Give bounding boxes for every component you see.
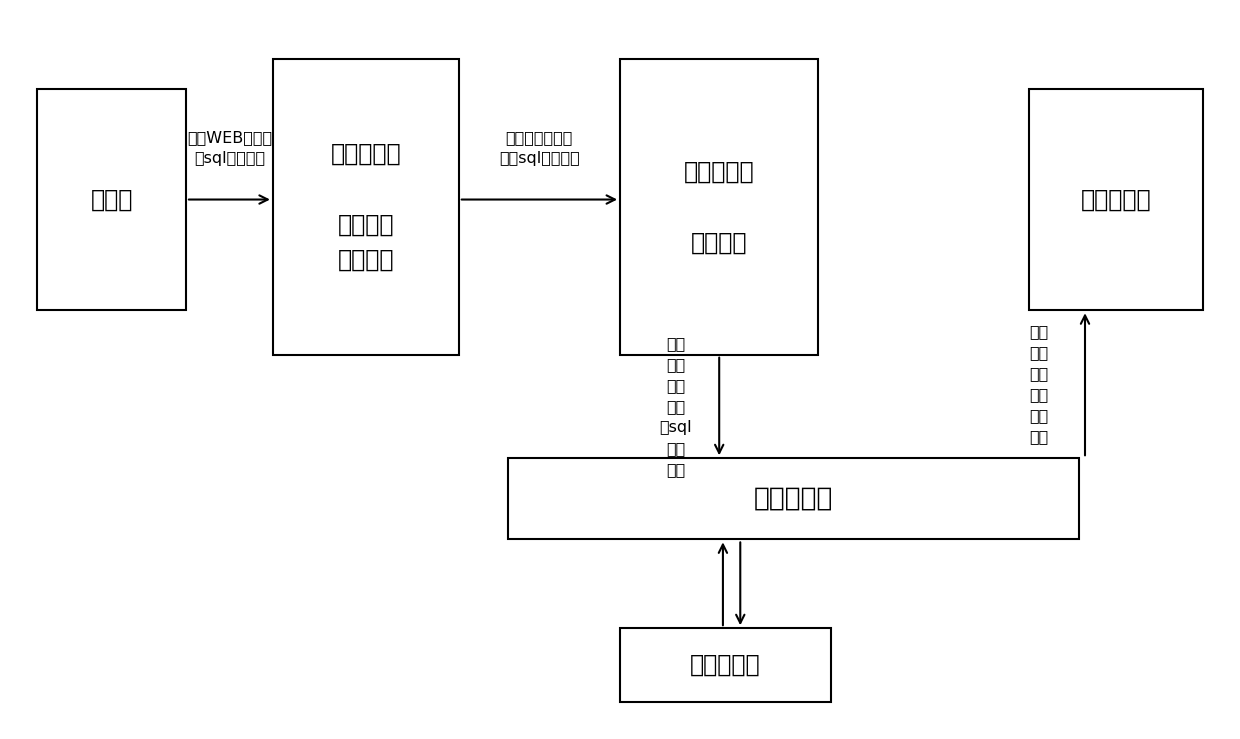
Text: 结果数据库: 结果数据库 bbox=[1081, 188, 1151, 211]
Text: 转发
目标
数据
库的
查询
结果: 转发 目标 数据 库的 查询 结果 bbox=[1029, 324, 1049, 444]
Bar bbox=[273, 59, 459, 355]
Text: 发送对目标数据
库的sql查询请求: 发送对目标数据 库的sql查询请求 bbox=[498, 130, 580, 166]
Bar bbox=[37, 89, 186, 310]
Text: 通过WEB页面提
交sql查询任务: 通过WEB页面提 交sql查询任务 bbox=[187, 130, 272, 166]
Text: 代理客户端: 代理客户端 bbox=[754, 486, 833, 512]
Text: 调度数据库

实时监听: 调度数据库 实时监听 bbox=[684, 160, 754, 254]
Bar bbox=[508, 458, 1079, 539]
Bar bbox=[620, 628, 831, 702]
Bar bbox=[1029, 89, 1203, 310]
Text: 任务数据库

存储任务
执行时刻: 任务数据库 存储任务 执行时刻 bbox=[331, 142, 401, 272]
Text: 目标数据库: 目标数据库 bbox=[691, 653, 760, 677]
Text: 客户端: 客户端 bbox=[91, 188, 133, 211]
Bar bbox=[620, 59, 818, 355]
Text: 调取
对目
标数
据库
的sql
查询
请求: 调取 对目 标数 据库 的sql 查询 请求 bbox=[660, 336, 692, 477]
